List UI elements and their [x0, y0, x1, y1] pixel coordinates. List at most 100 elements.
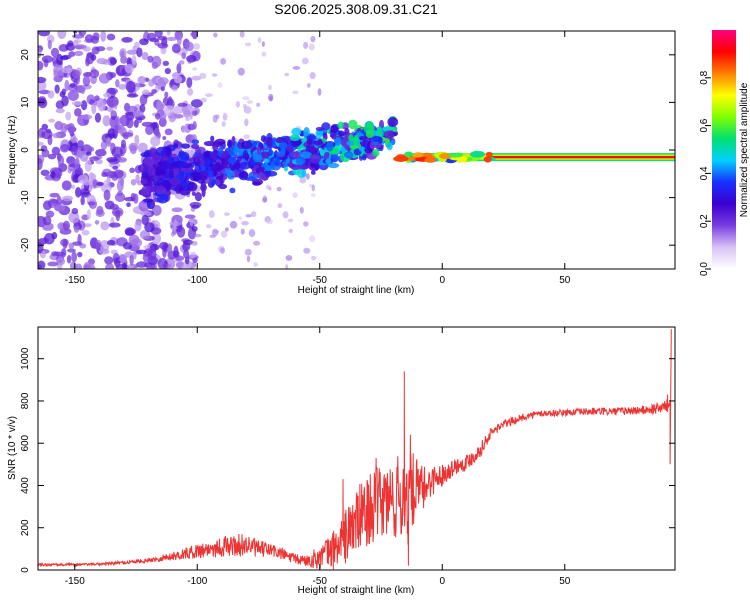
heatmap-cell: [80, 86, 85, 95]
heatmap-cell: [38, 264, 42, 269]
heatmap-cell: [65, 42, 76, 51]
heatmap-cell: [167, 96, 173, 108]
heatmap-cell: [276, 150, 286, 158]
heatmap-cell: [184, 214, 196, 219]
heatmap-cell: [229, 220, 238, 229]
heatmap-cell: [372, 149, 380, 157]
heatmap-cell: [156, 185, 166, 192]
heatmap-cell: [45, 210, 55, 218]
heatmap-cell: [68, 211, 80, 224]
heatmap-cell: [115, 209, 121, 222]
heatmap-cell: [170, 231, 175, 237]
heatmap-cell: [90, 173, 97, 180]
heatmap-cell: [164, 128, 173, 136]
snr-y-tick-label: 1000: [20, 347, 31, 370]
heatmap-cell: [38, 76, 47, 84]
heatmap-cell: [90, 54, 97, 61]
heatmap-cell: [47, 39, 52, 50]
heatmap-cell: [344, 151, 354, 159]
heatmap-cell: [72, 34, 85, 39]
heatmap-cell: [134, 41, 140, 49]
heatmap-cell: [109, 57, 117, 65]
heatmap-cell: [62, 238, 68, 249]
heatmap-cell: [365, 130, 374, 138]
heatmap-cell: [239, 31, 245, 38]
heatmap-cell: [330, 132, 337, 140]
heatmap-cell: [132, 110, 144, 118]
heatmap-cell: [68, 242, 75, 250]
heatmap-cell: [245, 214, 252, 218]
heatmap-cell: [118, 83, 127, 90]
heatmap-cell: [171, 84, 178, 92]
heatmap-cell: [310, 35, 316, 43]
heatmap-cell: [156, 99, 162, 109]
heatmap-cell: [189, 251, 197, 259]
heatmap-cell: [105, 263, 115, 269]
heatmap-cell: [113, 169, 124, 179]
heatmap-cell: [112, 165, 119, 170]
heatmap-cell: [81, 114, 93, 120]
heatmap-cell: [190, 99, 203, 108]
heatmap-cell: [134, 220, 142, 232]
heatmap-cell: [191, 139, 200, 145]
heatmap-cell: [256, 146, 262, 156]
heatmap-cell: [90, 35, 100, 44]
heatmap-cell: [301, 169, 307, 178]
heatmap-cell: [240, 140, 253, 150]
heatmap-cell: [94, 112, 102, 123]
heatmap-cell: [88, 156, 100, 161]
heatmap-cell: [100, 140, 107, 151]
heatmap-cell: [129, 167, 136, 174]
spectrogram-y-ticks: -20 -10 0 10 20: [20, 49, 675, 252]
heatmap-cell: [115, 263, 128, 269]
snr-frame: [37, 326, 676, 571]
heatmap-cell: [109, 72, 117, 78]
heatmap-cell: [359, 136, 367, 141]
heatmap-cell: [139, 38, 149, 46]
heatmap-cell: [285, 264, 289, 269]
heatmap-cell: [74, 263, 83, 269]
spectrogram-y-tick-label: 10: [20, 96, 31, 108]
heatmap-cell: [140, 211, 152, 217]
spectrogram-x-label: Height of straight line (km): [298, 285, 415, 296]
heatmap-cell: [220, 58, 227, 65]
heatmap-cell: [141, 185, 151, 193]
heatmap-cell: [112, 252, 120, 265]
heatmap-cell: [303, 41, 309, 49]
heatmap-cell: [160, 86, 165, 92]
heatmap-cell: [139, 230, 151, 240]
heatmap-cell: [209, 211, 215, 218]
heatmap-cell: [211, 163, 223, 173]
heatmap-cell: [171, 112, 179, 119]
heatmap-cell: [174, 105, 184, 114]
heatmap-cell: [126, 49, 138, 55]
heatmap-band-core: [486, 155, 675, 159]
heatmap-cell: [151, 232, 162, 245]
heatmap-cell: [189, 112, 193, 120]
heatmap-cell: [180, 143, 191, 149]
snr-x-tick-label: -50: [313, 576, 328, 587]
heatmap-cell: [193, 174, 200, 182]
heatmap-cell: [82, 75, 91, 87]
heatmap-cell: [110, 110, 117, 116]
heatmap-cell: [83, 72, 93, 77]
heatmap-cell: [171, 207, 183, 213]
heatmap-cell: [139, 94, 148, 106]
heatmap-cell: [80, 100, 88, 111]
heatmap-cell: [170, 162, 179, 169]
heatmap-cell: [67, 90, 79, 101]
heatmap-cell: [53, 64, 64, 77]
heatmap-cell: [315, 129, 324, 139]
heatmap-cell: [141, 89, 150, 96]
spectrogram-x-tick-label: -50: [313, 275, 328, 286]
colorbar: 0.0 0.2 0.4 0.6 0.8 Normalized spectral ampl…: [699, 30, 750, 276]
heatmap-cell: [203, 140, 216, 147]
heatmap-cell: [139, 103, 146, 113]
heatmap-cell: [371, 135, 383, 143]
heatmap-cell: [191, 191, 196, 196]
heatmap-cell: [220, 230, 228, 238]
heatmap-cell: [38, 158, 43, 171]
heatmap-cell: [120, 139, 126, 149]
